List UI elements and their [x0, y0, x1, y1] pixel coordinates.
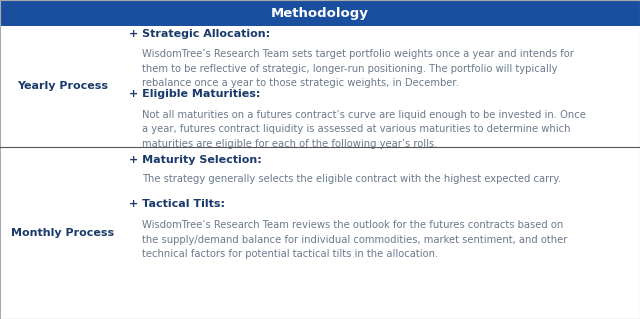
Text: Methodology: Methodology [271, 7, 369, 19]
Text: + Maturity Selection:: + Maturity Selection: [129, 155, 262, 165]
Text: + Eligible Maturities:: + Eligible Maturities: [129, 89, 260, 99]
FancyBboxPatch shape [0, 0, 640, 26]
Text: The strategy generally selects the eligible contract with the highest expected c: The strategy generally selects the eligi… [142, 174, 561, 184]
Text: + Tactical Tilts:: + Tactical Tilts: [129, 199, 225, 209]
Text: Yearly Process: Yearly Process [17, 81, 108, 91]
Text: WisdomTree’s Research Team sets target portfolio weights once a year and intends: WisdomTree’s Research Team sets target p… [142, 49, 574, 88]
Text: Monthly Process: Monthly Process [11, 228, 114, 238]
Text: + Strategic Allocation:: + Strategic Allocation: [129, 29, 271, 39]
Text: Not all maturities on a futures contract’s curve are liquid enough to be investe: Not all maturities on a futures contract… [142, 110, 586, 149]
Text: WisdomTree’s Research Team reviews the outlook for the futures contracts based o: WisdomTree’s Research Team reviews the o… [142, 220, 568, 259]
